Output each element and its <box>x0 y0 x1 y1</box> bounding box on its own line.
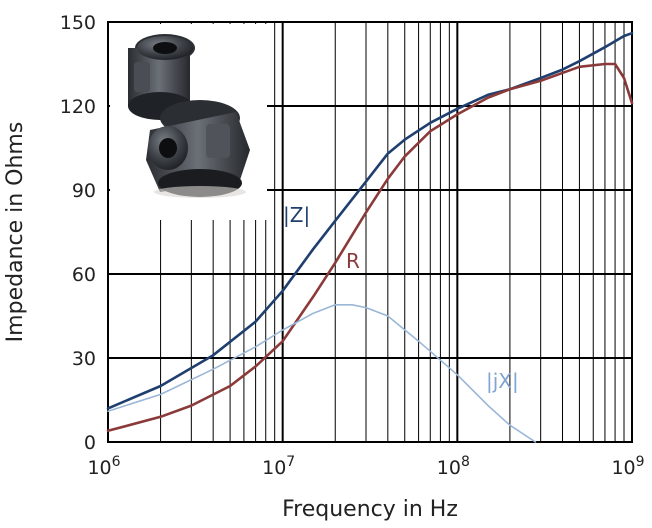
x-tick-label: 106 <box>87 454 120 479</box>
series-line-jx <box>107 303 537 443</box>
y-tick-label: 30 <box>72 348 96 370</box>
x-tick-label: 108 <box>437 454 470 479</box>
x-tick-label: 107 <box>262 454 295 479</box>
y-tick-label: 90 <box>72 180 96 202</box>
y-axis-title: Impedance in Ohms <box>3 122 28 343</box>
y-tick-label: 150 <box>60 12 96 34</box>
series-lines <box>106 31 634 443</box>
y-tick-label: 60 <box>72 264 96 286</box>
series-label-z: |Z| <box>283 203 310 227</box>
y-tick-labels: 0 30 60 90 120 150 <box>60 12 96 454</box>
ferrite-choke-photo <box>110 24 267 220</box>
series-label-jx: |jX| <box>486 369 519 393</box>
y-tick-label: 0 <box>84 432 96 454</box>
x-tick-label: 109 <box>611 454 644 479</box>
series-label-r: R <box>346 249 360 273</box>
x-axis-title: Frequency in Hz <box>282 497 458 522</box>
series-line-r <box>106 62 634 433</box>
x-tick-labels: 106 107 108 109 <box>87 454 644 479</box>
y-tick-label: 120 <box>60 96 96 118</box>
series-line-z <box>106 31 634 410</box>
plot-frame <box>107 21 633 443</box>
